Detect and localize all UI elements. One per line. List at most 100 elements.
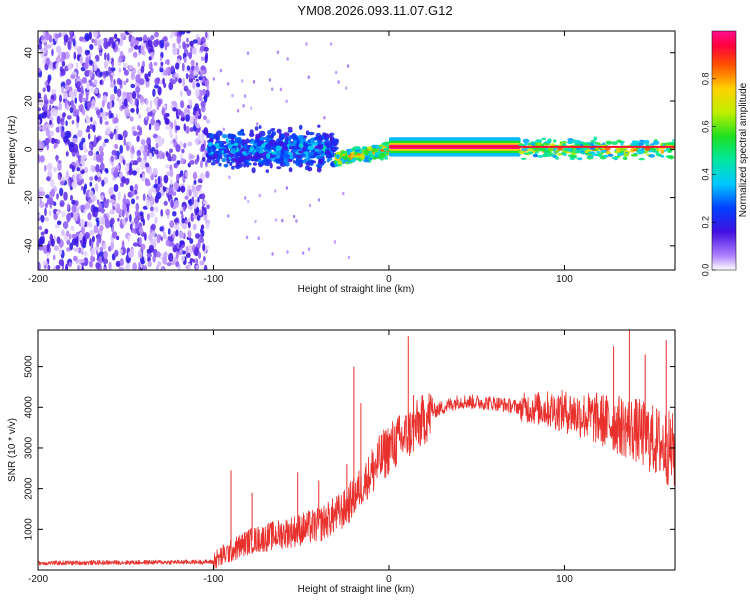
noise-blob: [152, 167, 158, 176]
noise-dot: [286, 57, 289, 61]
noise-blob: [187, 221, 191, 229]
noise-blob: [97, 176, 102, 182]
noise-blob: [66, 230, 70, 237]
noise-blob: [145, 181, 151, 187]
noise-blob: [198, 108, 201, 115]
signal-blob: [296, 139, 301, 145]
noise-blob: [71, 238, 77, 246]
noise-blob: [183, 142, 187, 149]
noise-blob: [53, 144, 57, 149]
weak-tone-blob: [632, 149, 638, 152]
noise-blob: [45, 57, 51, 66]
noise-blob: [197, 240, 201, 249]
noise-blob: [154, 149, 159, 155]
noise-blob: [148, 56, 152, 61]
noise-blob: [51, 89, 57, 95]
noise-blob: [56, 236, 61, 244]
signal-blob: [254, 126, 259, 131]
signal-blob: [288, 142, 293, 147]
signal-blob: [307, 139, 312, 145]
snr-panel: -200 -100 0 100 1000 2000 3000 4000 5000 Height…: [7, 329, 676, 595]
noise-blob: [38, 261, 41, 270]
noise-blob: [124, 165, 130, 172]
signal-blob: [225, 138, 229, 143]
weak-tone-blob: [567, 138, 574, 142]
noise-blob: [151, 147, 156, 152]
signal-blob: [292, 152, 297, 158]
noise-blob: [38, 107, 42, 112]
signal-blob: [237, 144, 242, 149]
noise-blob: [81, 250, 84, 256]
noise-dot: [333, 240, 337, 244]
signal-blob: [249, 132, 255, 138]
noise-dot: [323, 115, 326, 120]
noise-blob: [46, 243, 50, 253]
noise-blob: [168, 252, 174, 262]
noise-blob: [130, 71, 136, 80]
noise-blob: [187, 245, 193, 255]
noise-blob: [91, 38, 95, 43]
signal-blob: [259, 140, 265, 144]
signal-blob: [293, 145, 299, 150]
noise-blob: [76, 46, 83, 55]
noise-blob: [104, 121, 109, 126]
noise-blob: [42, 260, 48, 266]
noise-blob: [93, 65, 98, 72]
snr-x-tick-label-0: -200: [28, 574, 48, 585]
noise-blob: [175, 108, 179, 118]
noise-dot: [307, 75, 310, 79]
noise-blob: [129, 116, 134, 122]
noise-blob: [186, 188, 189, 198]
emerging-blob: [383, 147, 390, 152]
noise-dot: [317, 198, 321, 202]
signal-blob: [210, 145, 214, 149]
noise-blob: [103, 60, 108, 69]
signal-blob: [275, 145, 282, 152]
signal-blob: [265, 143, 271, 150]
signal-blob: [296, 154, 303, 159]
weak-tone-blob: [527, 148, 534, 152]
noise-blob: [63, 92, 68, 100]
noise-blob: [150, 35, 155, 41]
weak-tone-blob: [660, 149, 665, 154]
noise-blob: [83, 235, 86, 245]
noise-blob: [202, 200, 208, 205]
noise-blob: [181, 218, 186, 224]
noise-blob: [86, 100, 92, 109]
signal-blob: [292, 160, 296, 164]
noise-blob: [197, 178, 203, 183]
noise-blob: [162, 36, 168, 42]
noise-blob: [173, 181, 179, 191]
noise-blob: [56, 220, 62, 226]
noise-blob: [193, 179, 197, 185]
emerging-blob: [382, 142, 389, 146]
weak-tone-blob: [616, 139, 622, 143]
signal-blob: [255, 147, 261, 153]
noise-dot: [252, 80, 256, 84]
noise-blob: [196, 82, 201, 88]
noise-blob: [129, 185, 134, 192]
signal-blob: [241, 151, 247, 155]
noise-blob: [145, 98, 149, 106]
noise-blob: [65, 120, 68, 127]
noise-blob: [151, 223, 156, 231]
noise-blob: [41, 141, 45, 150]
noise-blob: [182, 77, 186, 87]
noise-blob: [114, 249, 119, 257]
noise-dot: [227, 82, 230, 86]
noise-dot: [286, 250, 289, 254]
noise-dot: [212, 77, 215, 81]
noise-blob: [185, 245, 189, 254]
signal-blob: [267, 130, 272, 135]
signal-blob: [262, 159, 268, 163]
noise-blob: [75, 247, 79, 253]
noise-blob: [65, 78, 72, 86]
noise-blob: [138, 236, 142, 246]
noise-blob: [198, 209, 203, 216]
noise-blob: [183, 123, 187, 132]
noise-blob: [66, 170, 69, 178]
snr-y-tick-label-3: 4000: [24, 396, 35, 419]
signal-blob: [221, 157, 227, 163]
spectrogram-x-tick-label-2: 0: [386, 274, 392, 285]
